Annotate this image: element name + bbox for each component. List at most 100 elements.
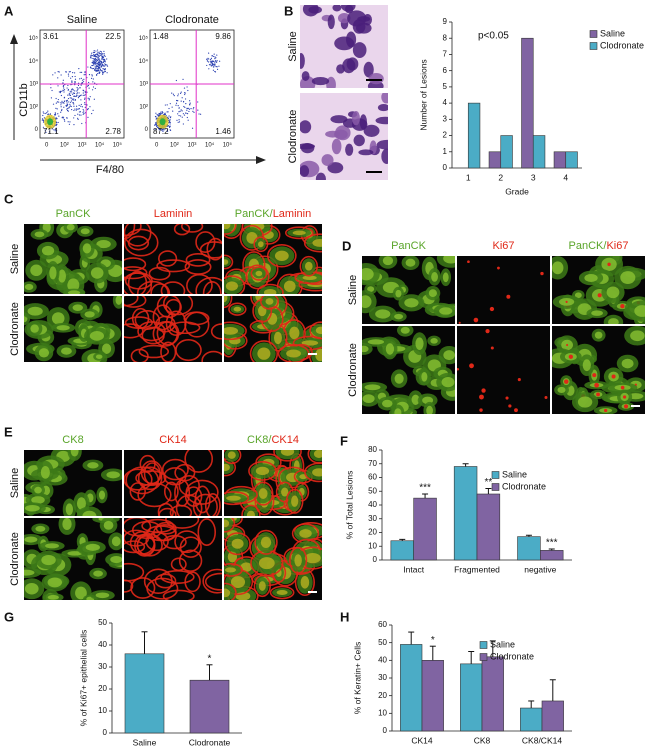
red-dot	[479, 408, 483, 412]
red-ring	[289, 546, 308, 574]
green-core	[431, 272, 439, 282]
event-dot	[214, 71, 217, 73]
event-dot	[98, 56, 100, 58]
event-dot	[50, 97, 52, 99]
green-core	[577, 396, 593, 408]
x-tick-label: 0	[155, 143, 159, 149]
red-ring	[124, 224, 136, 240]
green-core	[439, 307, 453, 315]
green-core	[362, 267, 374, 281]
event-dot	[209, 63, 211, 65]
event-dot	[53, 129, 55, 131]
event-dot	[69, 101, 72, 103]
green-core	[115, 296, 122, 305]
legend-label: Clodronate	[490, 651, 534, 661]
x-tick-label: 10²	[170, 143, 179, 149]
event-dot	[179, 92, 182, 94]
green-core	[594, 331, 603, 339]
event-dot	[175, 104, 177, 106]
red-ring	[256, 283, 284, 294]
event-dot	[198, 113, 200, 115]
event-dot	[193, 111, 195, 113]
red-ring	[141, 518, 175, 533]
event-dot	[75, 109, 77, 111]
annotation: **	[485, 477, 493, 488]
event-dot	[97, 54, 99, 57]
event-dot	[93, 58, 95, 60]
event-dot	[62, 101, 64, 104]
red-dot	[508, 404, 512, 408]
red-ring	[162, 534, 187, 550]
red-ring	[129, 482, 146, 501]
event-dot	[93, 53, 95, 56]
legend-swatch	[589, 30, 598, 38]
event-dot	[102, 61, 104, 63]
green-core	[101, 343, 112, 354]
green-core	[299, 529, 312, 538]
event-dot	[82, 113, 84, 115]
red-ring	[152, 304, 174, 331]
x-axis-label: F4/80	[96, 164, 124, 176]
red-dot	[592, 373, 597, 378]
red-ring	[124, 266, 148, 280]
micrograph	[124, 518, 222, 600]
red-dot	[506, 294, 511, 299]
bar	[541, 700, 564, 732]
red-ring	[184, 259, 212, 275]
image-content	[24, 518, 122, 600]
event-dot	[81, 71, 83, 73]
green-core	[552, 261, 564, 275]
green-core	[584, 273, 598, 282]
cell	[326, 76, 336, 88]
event-dot	[158, 112, 160, 115]
event-dot	[177, 100, 179, 102]
panel-letter: C	[4, 191, 14, 206]
event-dot	[159, 114, 162, 116]
red-ring	[228, 302, 247, 316]
event-dot	[84, 112, 86, 114]
event-dot	[184, 93, 186, 96]
red-ring	[165, 518, 200, 529]
event-dot	[166, 111, 168, 113]
event-dot	[72, 93, 74, 95]
event-dot	[95, 50, 97, 52]
image-content	[124, 450, 221, 516]
event-dot	[97, 68, 100, 70]
event-dot	[86, 109, 89, 111]
event-dot	[59, 92, 61, 94]
red-ring	[170, 557, 187, 572]
event-dot	[188, 110, 190, 113]
green-core	[364, 384, 381, 391]
event-dot	[177, 113, 179, 115]
event-dot	[190, 108, 192, 110]
event-dot	[78, 104, 80, 106]
green-core	[265, 298, 274, 305]
event-dot	[106, 58, 108, 60]
y-axis-label: Number of Lesions	[418, 59, 428, 130]
green-core	[608, 318, 619, 324]
x-tick-label: 2	[498, 172, 503, 182]
column-label: PanCK/Ki67	[569, 240, 629, 252]
panel-letter: G	[4, 609, 14, 624]
bar	[400, 644, 423, 732]
x-tick-label: 3	[531, 172, 536, 182]
red-ring	[197, 518, 217, 547]
green-core	[362, 295, 372, 309]
x-tick-label: 10⁵	[113, 142, 123, 149]
quadrant-value: 1.46	[215, 127, 231, 136]
event-dot	[72, 72, 74, 74]
event-dot	[100, 60, 102, 63]
green-core	[224, 463, 230, 472]
event-dot	[74, 108, 76, 110]
cell	[331, 138, 342, 155]
y-tick-label: 80	[368, 445, 377, 454]
density-core	[159, 118, 166, 126]
event-dot	[98, 55, 101, 57]
event-dot	[91, 89, 94, 91]
red-ring	[184, 571, 201, 593]
event-dot	[210, 57, 213, 59]
red-ring	[175, 339, 202, 362]
event-dot	[103, 71, 105, 73]
green-core	[630, 330, 645, 342]
event-dot	[48, 131, 51, 133]
